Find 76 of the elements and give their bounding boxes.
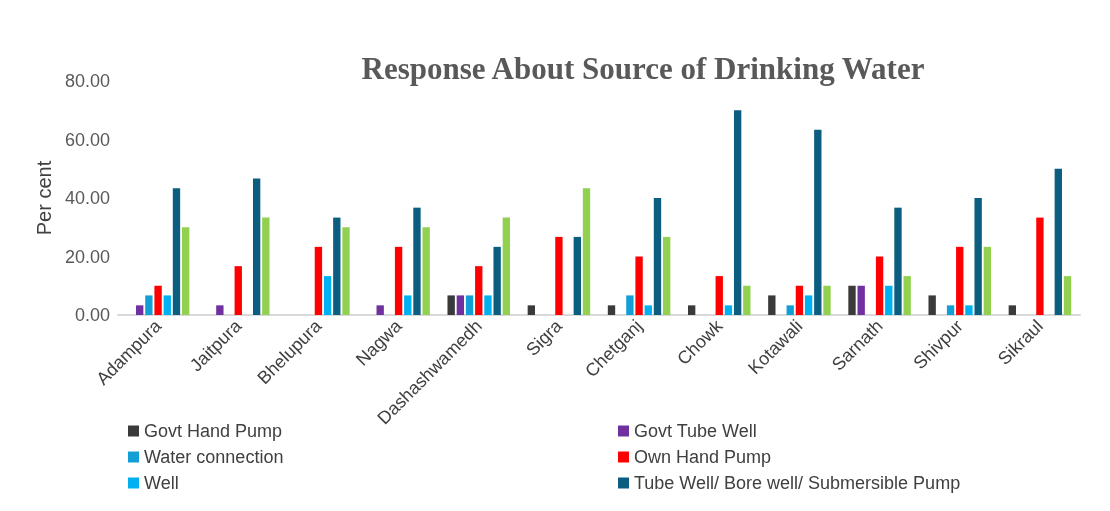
bar — [626, 295, 634, 315]
bar — [607, 305, 616, 315]
bar — [422, 227, 430, 315]
bar — [154, 285, 162, 315]
bar — [956, 246, 964, 315]
bar — [885, 285, 893, 315]
bar — [527, 305, 536, 315]
bar — [342, 227, 350, 315]
bar — [394, 246, 403, 315]
bar — [823, 285, 831, 315]
bar — [484, 295, 492, 315]
bar — [795, 285, 804, 315]
bar — [724, 305, 733, 315]
bar — [456, 295, 465, 315]
bar — [136, 305, 144, 315]
bar — [743, 285, 751, 315]
bar — [635, 256, 643, 315]
bar — [333, 217, 341, 315]
bar — [768, 295, 776, 315]
bar — [804, 295, 813, 315]
bar — [974, 198, 982, 315]
bar — [928, 295, 936, 315]
bar — [404, 295, 412, 315]
legend-label: Water connection — [144, 447, 284, 467]
legend-label: Tube Well/ Bore well/ Submersible Pump — [634, 473, 961, 493]
bar — [555, 236, 563, 315]
bar — [653, 198, 662, 315]
legend-label: Govt Tube Well — [634, 421, 757, 441]
bar — [644, 305, 652, 315]
bar — [323, 276, 332, 315]
bar — [1063, 276, 1072, 315]
bar — [145, 295, 153, 315]
legend-label: Govt Hand Pump — [144, 421, 283, 441]
bar — [687, 305, 696, 315]
bar — [465, 295, 474, 315]
bar — [946, 305, 955, 315]
bar — [1054, 168, 1062, 315]
legend-label: Own Hand Pump — [634, 447, 772, 467]
bar — [376, 305, 384, 315]
bar — [413, 207, 421, 315]
bar — [814, 129, 822, 315]
bar — [502, 217, 511, 315]
bar — [582, 188, 591, 315]
y-axis-title: Per cent — [33, 160, 56, 236]
bar — [662, 236, 671, 315]
bar — [163, 295, 171, 315]
y-tick-label: 0.00 — [74, 305, 110, 325]
y-tick-label: 40.00 — [64, 188, 110, 208]
bar — [857, 285, 865, 315]
bar — [475, 266, 483, 315]
bar — [1036, 217, 1044, 315]
bar — [1008, 305, 1017, 315]
bar — [314, 246, 323, 315]
y-tick-label: 20.00 — [64, 246, 110, 267]
bar — [965, 305, 973, 315]
bar — [733, 110, 742, 315]
bar — [875, 256, 884, 315]
bar — [903, 276, 911, 315]
y-tick-label: 60.00 — [64, 129, 110, 150]
bar — [234, 266, 242, 315]
chart-title: Response About Source of Drinking Water — [361, 51, 925, 86]
bar — [262, 217, 270, 315]
bar — [172, 188, 181, 315]
bar — [786, 305, 794, 315]
legend-label: Well — [144, 473, 179, 493]
bar — [894, 207, 902, 315]
bar — [447, 295, 455, 315]
bar — [181, 227, 190, 315]
bar — [848, 285, 856, 315]
bar — [715, 276, 723, 315]
y-tick-label: 80.00 — [64, 71, 110, 91]
bar — [493, 246, 501, 315]
bar — [252, 178, 261, 315]
bar — [573, 236, 581, 315]
bar — [216, 305, 224, 315]
bar — [983, 246, 992, 315]
